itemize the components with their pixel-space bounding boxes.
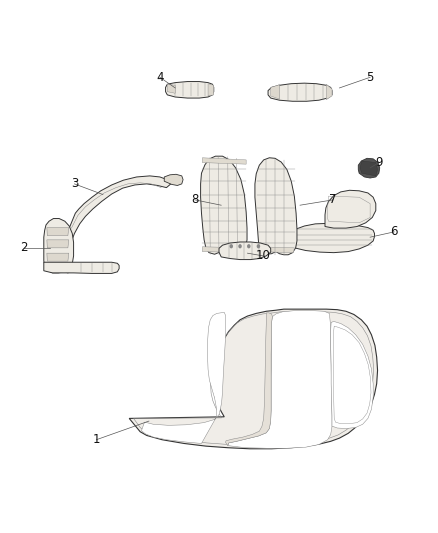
Circle shape [257, 244, 260, 248]
Text: 4: 4 [156, 71, 164, 84]
Text: 6: 6 [390, 225, 398, 238]
Polygon shape [164, 174, 183, 185]
Polygon shape [258, 247, 294, 253]
Polygon shape [47, 228, 69, 236]
Polygon shape [228, 311, 332, 448]
Text: 2: 2 [20, 241, 28, 254]
Text: 1: 1 [92, 433, 100, 446]
Polygon shape [202, 247, 246, 253]
Polygon shape [290, 223, 374, 253]
Polygon shape [358, 158, 380, 178]
Circle shape [238, 244, 242, 248]
Polygon shape [202, 158, 246, 164]
Polygon shape [271, 85, 279, 99]
Circle shape [230, 244, 233, 248]
Polygon shape [208, 84, 214, 96]
Polygon shape [167, 84, 175, 93]
Polygon shape [44, 262, 119, 273]
Polygon shape [255, 158, 297, 255]
Text: 7: 7 [329, 193, 337, 206]
Polygon shape [47, 253, 69, 261]
Text: 5: 5 [367, 71, 374, 84]
Text: 8: 8 [191, 193, 198, 206]
Polygon shape [47, 240, 69, 248]
Circle shape [247, 244, 251, 248]
Polygon shape [129, 309, 378, 449]
Polygon shape [326, 84, 332, 100]
Polygon shape [44, 219, 74, 273]
Polygon shape [219, 242, 271, 260]
Polygon shape [201, 156, 247, 255]
Text: 3: 3 [71, 177, 78, 190]
Text: 10: 10 [255, 249, 270, 262]
Polygon shape [331, 321, 373, 429]
Polygon shape [226, 313, 272, 446]
Polygon shape [141, 312, 226, 443]
Text: 9: 9 [375, 156, 383, 169]
Polygon shape [360, 161, 378, 176]
Polygon shape [325, 190, 376, 228]
Polygon shape [61, 176, 171, 273]
Polygon shape [268, 83, 332, 101]
Polygon shape [166, 82, 214, 98]
